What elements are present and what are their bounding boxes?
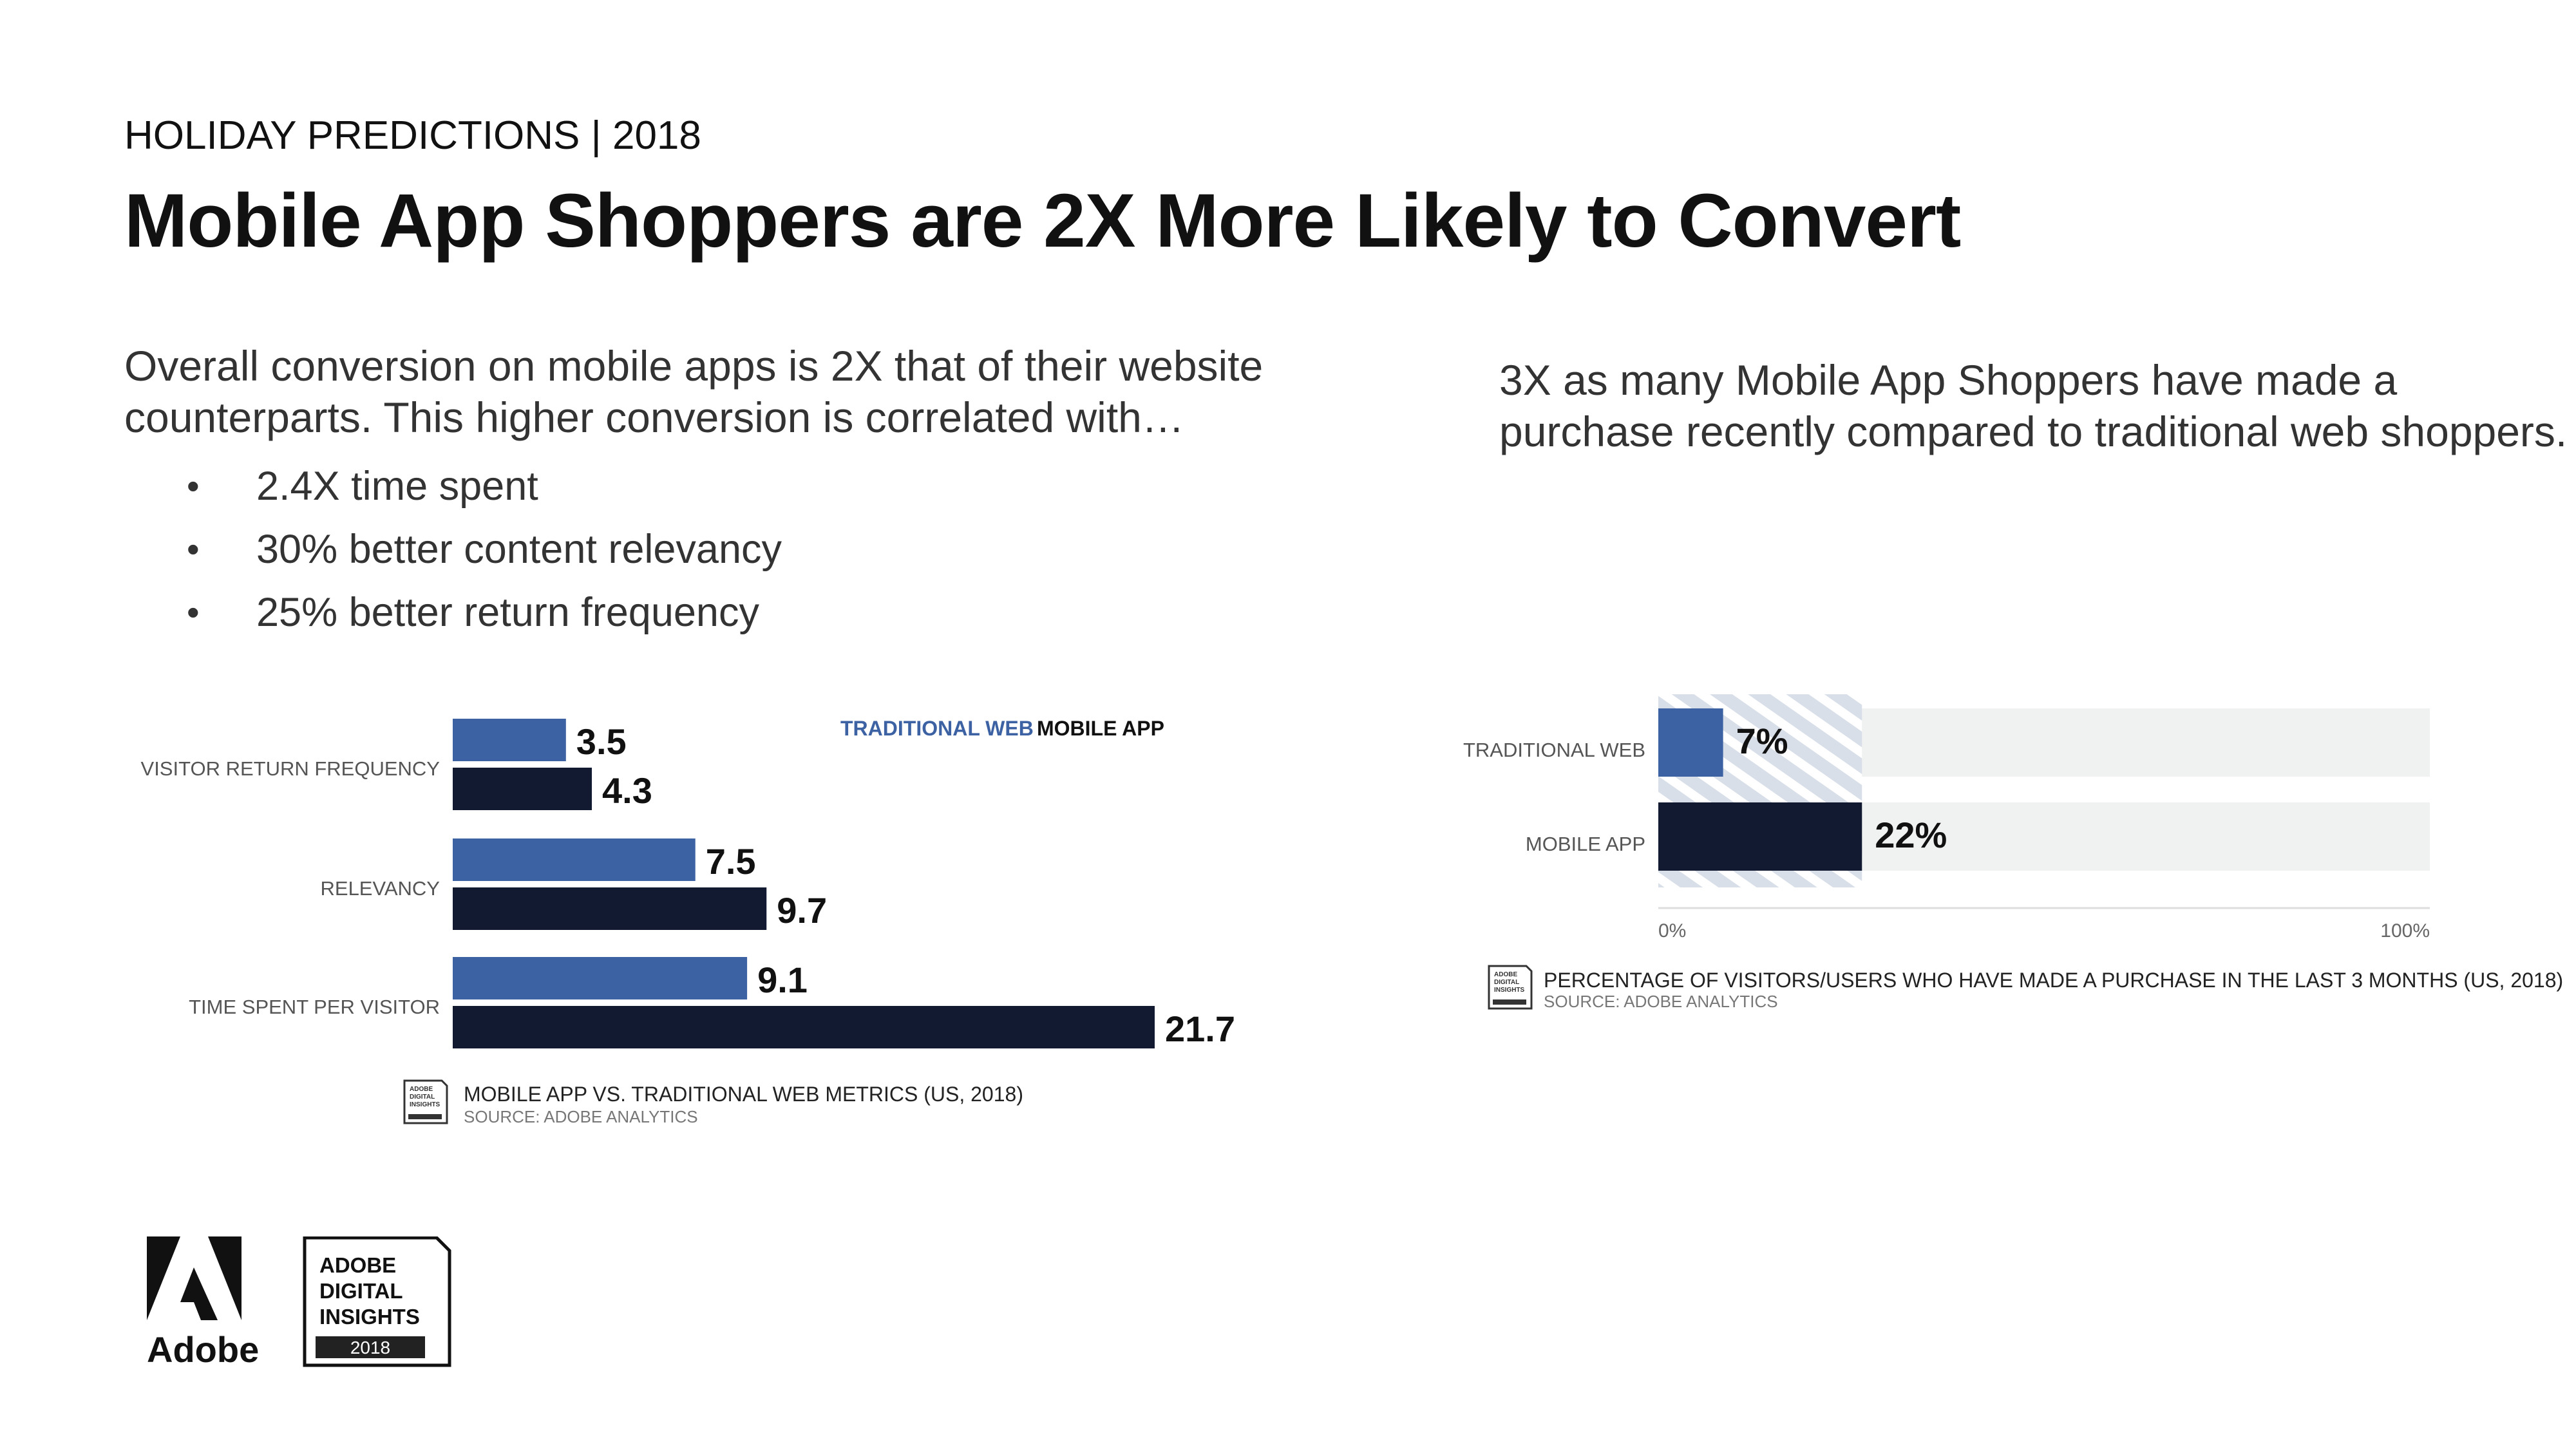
category-label: VISITOR RETURN FREQUENCY <box>141 757 440 780</box>
bar-traditional-web <box>453 838 696 881</box>
legend-traditional-web: TRADITIONAL WEB <box>840 717 1034 740</box>
mini-badge-line: INSIGHTS <box>410 1101 440 1108</box>
category-label: TRADITIONAL WEB <box>1463 739 1645 761</box>
bar-traditional-web <box>1658 708 1723 777</box>
bar-mobile-app <box>453 1006 1155 1048</box>
mini-badge-line: ADOBE <box>410 1086 433 1093</box>
mini-badge-bar <box>408 1114 442 1119</box>
data-label: 22% <box>1875 815 1947 855</box>
bullet-text: 2.4X time spent <box>256 464 538 509</box>
data-label: 3.5 <box>576 721 627 762</box>
bar-mobile-app <box>1658 802 1862 871</box>
bullet-list: • 2.4X time spent • 30% better content rel… <box>180 455 782 644</box>
adobe-logo-icon <box>147 1236 242 1320</box>
intro-paragraph: Overall conversion on mobile apps is 2X … <box>124 342 1264 441</box>
logo-area: Adobe ADOBE DIGITAL INSIGHTS 2018 <box>147 1236 451 1370</box>
mini-badge-line: INSIGHTS <box>1494 987 1525 994</box>
data-label: 7.5 <box>706 841 756 882</box>
chart-source: SOURCE: ADOBE ANALYTICS <box>464 1107 698 1126</box>
mini-badge-line: DIGITAL <box>1494 979 1519 986</box>
bullet-dot: • <box>187 466 200 506</box>
legend-mobile-app: MOBILE APP <box>1037 717 1164 740</box>
bullet-dot: • <box>187 529 200 569</box>
category-label: MOBILE APP <box>1526 833 1645 855</box>
mini-badge-outline <box>403 1079 448 1124</box>
right-paragraph: 3X as many Mobile App Shoppers have made… <box>1499 356 2568 455</box>
data-label: 4.3 <box>602 770 652 811</box>
mini-badge-line: DIGITAL <box>410 1094 435 1101</box>
category-label: TIME SPENT PER VISITOR <box>189 996 440 1018</box>
data-label: 7% <box>1736 721 1788 761</box>
bar-traditional-web <box>453 719 566 761</box>
mini-badge-bar <box>1493 999 1526 1005</box>
tick-label: 100% <box>2380 920 2430 942</box>
category-label: RELEVANCY <box>321 877 440 900</box>
bullet-item: • 2.4X time spent <box>180 455 782 518</box>
chart-source: SOURCE: ADOBE ANALYTICS <box>1544 992 1778 1011</box>
tick-label: 0% <box>1658 920 1686 942</box>
badge-year: 2018 <box>350 1338 390 1358</box>
badge-line-3: INSIGHTS <box>319 1305 420 1329</box>
adobe-wordmark: Adobe <box>147 1329 259 1370</box>
data-label: 9.1 <box>757 960 808 1000</box>
digital-insights-badge-icon: ADOBE DIGITAL INSIGHTS 2018 <box>303 1236 451 1367</box>
bullet-item: • 30% better content relevancy <box>180 518 782 581</box>
bar-mobile-app <box>453 887 767 930</box>
bullet-item: • 25% better return frequency <box>180 581 782 644</box>
bullet-dot: • <box>187 592 200 632</box>
badge-line-2: DIGITAL <box>319 1279 403 1303</box>
metrics-bar-chart: VISITOR RETURN FREQUENCY 3.5 4.3 RELEVANCY 7… <box>141 717 1235 1126</box>
page-title: Mobile App Shoppers are 2X More Likely t… <box>124 178 1961 263</box>
chart-caption: PERCENTAGE OF VISITORS/USERS WHO HAVE MA… <box>1544 969 2563 992</box>
bar-traditional-web <box>453 957 748 999</box>
chart-caption: MOBILE APP VS. TRADITIONAL WEB METRICS (… <box>464 1083 1023 1106</box>
bullet-text: 25% better return frequency <box>256 590 759 635</box>
data-label: 9.7 <box>777 890 827 931</box>
bar-mobile-app <box>453 768 592 810</box>
mini-badge-outline <box>1488 965 1533 1010</box>
purchase-bar-chart: 7% TRADITIONAL WEB 22% MOBILE APP 0% 100% ADOB… <box>1463 694 2563 1011</box>
badge-line-1: ADOBE <box>319 1253 396 1277</box>
bullet-text: 30% better content relevancy <box>256 527 782 572</box>
data-label: 21.7 <box>1165 1009 1235 1049</box>
mini-badge-line: ADOBE <box>1494 971 1517 978</box>
eyebrow-heading: HOLIDAY PREDICTIONS | 2018 <box>124 113 701 158</box>
